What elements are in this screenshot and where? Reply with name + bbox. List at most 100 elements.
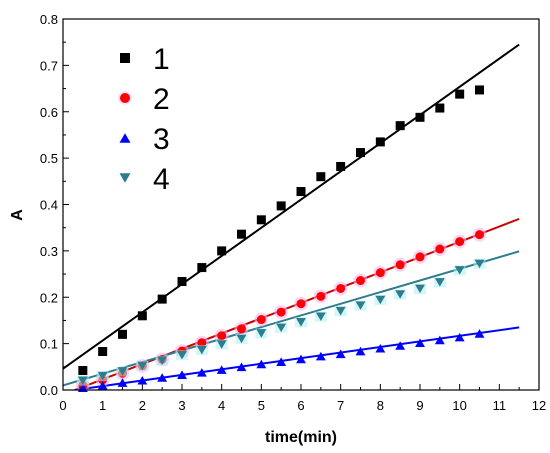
data-point-series-3 bbox=[315, 351, 326, 361]
data-point-series-4 bbox=[276, 323, 287, 333]
legend-label-series-3: 3 bbox=[153, 123, 170, 156]
data-point-series-3 bbox=[117, 378, 128, 387]
data-point-series-4 bbox=[355, 301, 366, 310]
x-tick-label: 1 bbox=[99, 398, 106, 413]
data-point-series-4 bbox=[434, 278, 445, 287]
x-tick-label: 10 bbox=[452, 398, 466, 413]
data-point-series-2 bbox=[276, 307, 286, 317]
data-point-series-4 bbox=[77, 376, 88, 385]
data-point-series-2 bbox=[415, 252, 425, 262]
data-point-series-1 bbox=[395, 121, 405, 131]
legend-marker-series-3 bbox=[119, 133, 131, 143]
fit-line-series-3 bbox=[74, 326, 520, 390]
data-point-series-2 bbox=[296, 299, 306, 309]
data-point-series-3 bbox=[177, 370, 187, 379]
y-tick-label: 0.4 bbox=[40, 198, 58, 213]
data-point-series-4 bbox=[117, 367, 128, 376]
data-point-series-3 bbox=[276, 357, 287, 366]
x-tick-label: 12 bbox=[532, 398, 546, 413]
data-point-series-1 bbox=[475, 85, 484, 95]
x-tick-label: 6 bbox=[297, 398, 304, 413]
y-tick-label: 0.8 bbox=[40, 12, 58, 27]
data-point-series-4 bbox=[395, 290, 406, 299]
data-point-series-2 bbox=[475, 230, 484, 240]
x-axis-title: time(min) bbox=[265, 429, 337, 446]
data-point-series-1 bbox=[375, 137, 385, 147]
data-point-series-4 bbox=[335, 306, 346, 316]
y-tick-label: 0.6 bbox=[40, 105, 58, 120]
data-point-series-1 bbox=[296, 187, 306, 197]
data-point-series-2 bbox=[455, 237, 465, 247]
data-point-series-2 bbox=[375, 268, 385, 278]
x-tick-label: 9 bbox=[416, 398, 423, 413]
fit-line-series-1 bbox=[63, 43, 520, 370]
data-point-series-1 bbox=[177, 276, 187, 286]
data-point-series-2 bbox=[336, 283, 346, 293]
data-point-series-4 bbox=[216, 340, 227, 349]
data-point-series-2 bbox=[435, 244, 445, 254]
data-point-series-1 bbox=[256, 215, 266, 225]
y-tick-label: 0.7 bbox=[40, 58, 58, 73]
data-point-series-1 bbox=[137, 311, 147, 321]
data-point-series-4 bbox=[97, 371, 108, 381]
data-point-series-3 bbox=[97, 381, 108, 390]
data-point-series-4 bbox=[454, 266, 465, 275]
data-point-series-2 bbox=[316, 291, 326, 301]
data-point-series-1 bbox=[197, 263, 207, 273]
data-point-series-3 bbox=[296, 354, 306, 364]
data-point-series-3 bbox=[216, 365, 227, 374]
x-tick-label: 8 bbox=[377, 398, 384, 413]
plot-frame bbox=[62, 18, 540, 391]
data-point-series-3 bbox=[474, 329, 485, 338]
y-tick-label: 0.2 bbox=[40, 290, 58, 305]
data-point-series-1 bbox=[336, 161, 346, 171]
data-point-series-1 bbox=[276, 201, 286, 211]
x-tick-label: 11 bbox=[493, 398, 507, 413]
data-point-series-4 bbox=[315, 312, 326, 322]
data-point-series-3 bbox=[236, 362, 247, 372]
data-point-series-4 bbox=[256, 329, 267, 338]
data-point-series-1 bbox=[237, 229, 246, 239]
legend-marker-series-1 bbox=[120, 53, 130, 63]
data-point-series-3 bbox=[137, 375, 148, 385]
data-point-series-2 bbox=[197, 338, 207, 348]
data-point-series-4 bbox=[137, 361, 148, 371]
data-point-series-3 bbox=[196, 368, 207, 377]
legend: 1 2 3 4 bbox=[118, 43, 170, 196]
y-tick-label: 0.5 bbox=[40, 151, 58, 166]
legend-marker-series-2 bbox=[120, 93, 130, 103]
data-points bbox=[75, 85, 487, 393]
data-point-series-1 bbox=[78, 366, 88, 376]
y-tick-label: 0.3 bbox=[40, 244, 58, 259]
data-point-series-3 bbox=[335, 349, 346, 359]
data-point-series-3 bbox=[157, 373, 168, 382]
data-point-series-3 bbox=[454, 332, 465, 342]
data-point-series-1 bbox=[356, 148, 365, 158]
data-point-series-3 bbox=[256, 359, 267, 369]
data-point-series-2 bbox=[395, 260, 405, 270]
data-point-series-3 bbox=[395, 341, 406, 350]
data-point-series-4 bbox=[177, 350, 187, 360]
x-tick-label: 4 bbox=[218, 398, 225, 413]
y-axis-ticks: 0.0 0.1 0.2 0.3 0.4 0.5 0.6 0.7 0.8 bbox=[40, 12, 69, 398]
data-point-series-4 bbox=[196, 345, 207, 355]
data-point-series-1 bbox=[98, 347, 108, 357]
data-point-series-1 bbox=[435, 103, 445, 113]
x-tick-label: 7 bbox=[337, 398, 344, 413]
data-point-series-3 bbox=[375, 343, 386, 353]
data-point-series-2 bbox=[217, 331, 227, 341]
x-tick-label: 0 bbox=[59, 398, 66, 413]
data-point-series-4 bbox=[236, 334, 247, 344]
data-point-series-1 bbox=[118, 329, 127, 339]
data-point-series-3 bbox=[415, 338, 425, 347]
data-point-series-2 bbox=[356, 276, 365, 286]
data-point-series-4 bbox=[375, 295, 386, 305]
data-point-series-1 bbox=[157, 294, 167, 304]
data-point-series-3 bbox=[355, 346, 366, 356]
fit-line-series-4 bbox=[63, 250, 520, 387]
data-point-series-2 bbox=[256, 315, 266, 325]
x-tick-label: 5 bbox=[258, 398, 265, 413]
x-tick-label: 2 bbox=[139, 398, 146, 413]
